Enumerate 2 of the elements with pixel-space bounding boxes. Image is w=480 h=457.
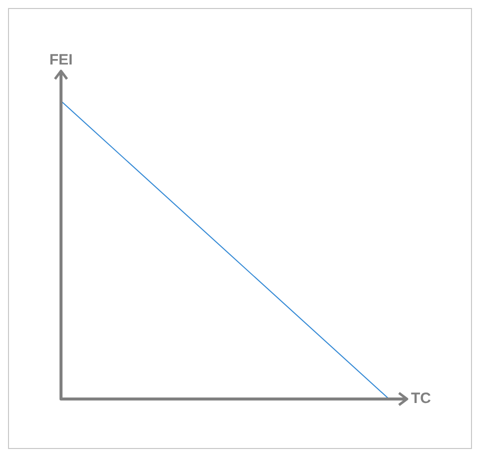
y-axis-title: FEI bbox=[49, 52, 73, 69]
x-axis-title: TC bbox=[411, 390, 432, 408]
